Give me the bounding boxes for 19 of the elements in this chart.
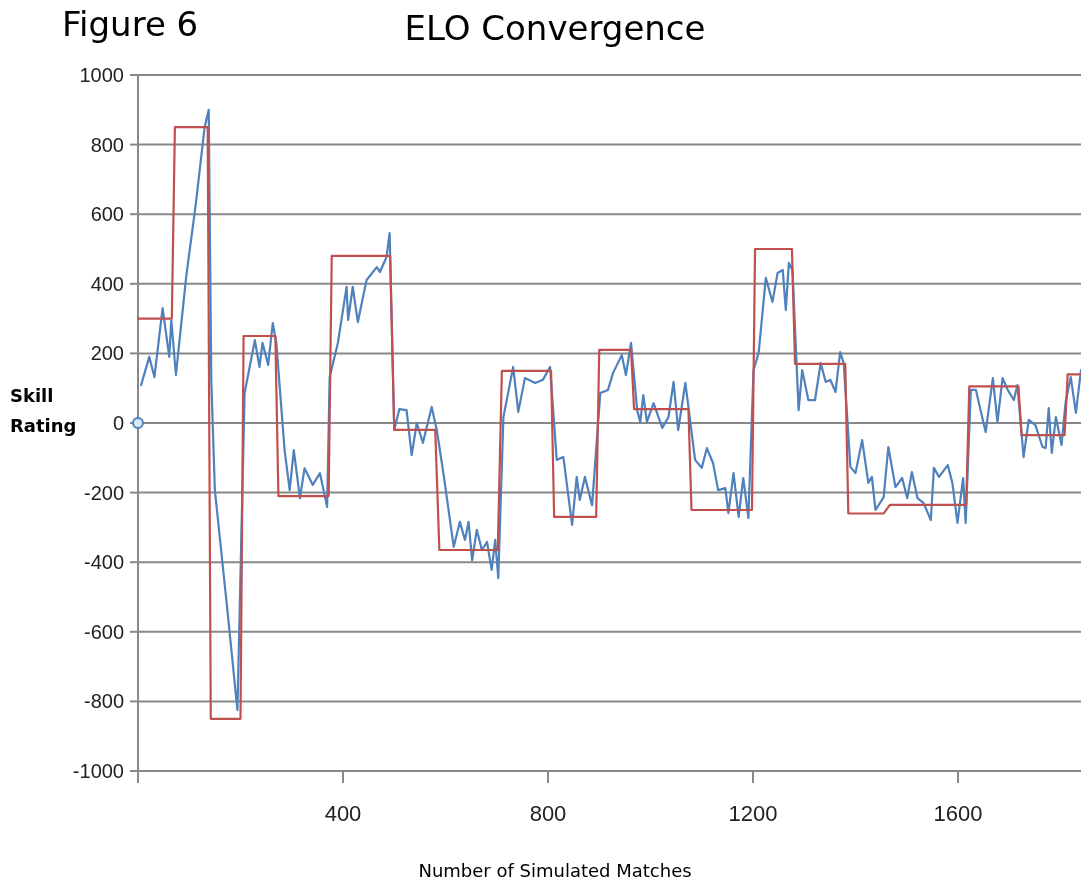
y-tick-label: -600 [83, 620, 124, 643]
y-tick-label: -1000 [72, 760, 124, 782]
y-tick-label: 200 [90, 342, 124, 365]
y-tick-label: 400 [90, 272, 124, 295]
x-axis-title: Number of Simulated Matches [418, 860, 692, 881]
y-tick-label: 0 [112, 412, 124, 434]
y-tick-label: -400 [83, 551, 124, 574]
y-axis-title: Skill Rating [10, 385, 77, 436]
y-tick-label: 600 [90, 203, 124, 226]
x-tick-label: 1600 [933, 801, 983, 826]
y-tick-label: -200 [83, 481, 124, 504]
y-tick-label: -800 [83, 690, 124, 713]
x-tick-label: 1200 [728, 801, 778, 826]
x-tick-label: 800 [529, 801, 567, 826]
caption: Figure 6 [62, 4, 199, 44]
y-tick-label: 1000 [79, 64, 124, 86]
chart-title: ELO Convergence [404, 8, 706, 48]
y-tick-label: 800 [90, 133, 124, 156]
x-tick-label: 400 [324, 801, 362, 826]
